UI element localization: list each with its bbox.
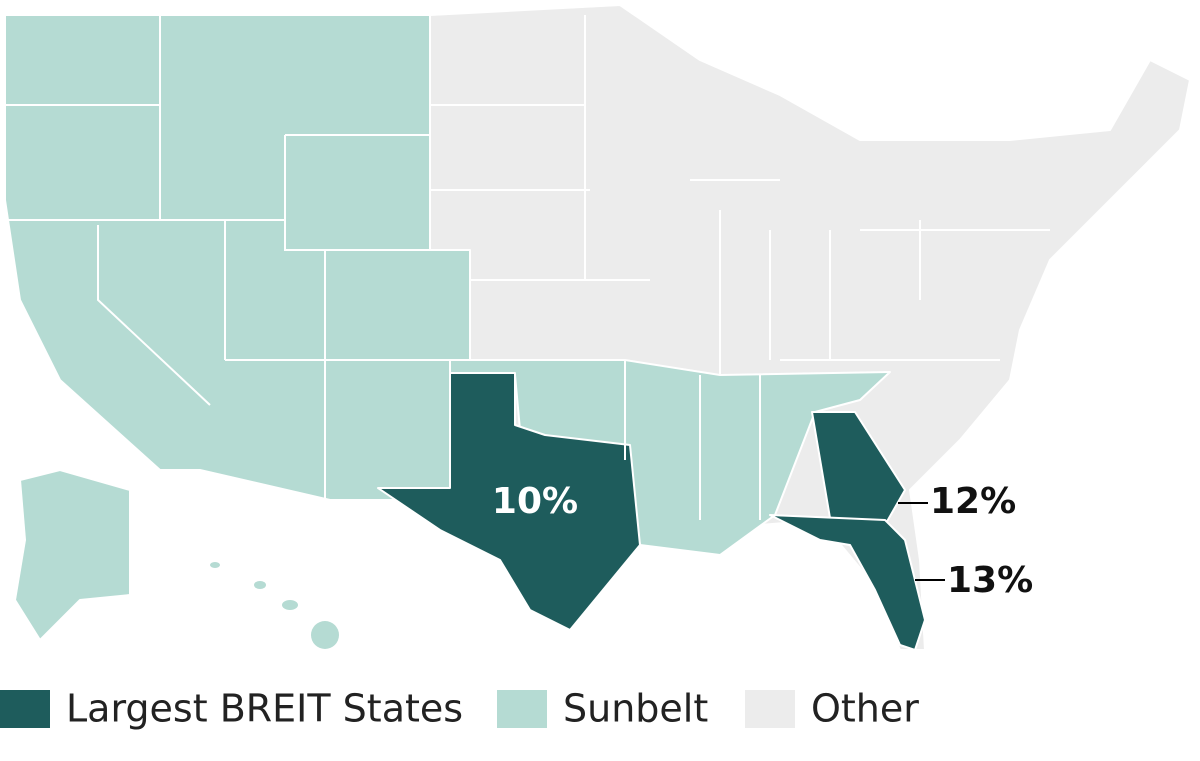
hawaii: [210, 562, 220, 568]
annotation: 13%: [947, 560, 1033, 601]
legend-label: Largest BREIT States: [66, 687, 463, 731]
legend-label: Other: [811, 687, 919, 731]
legend-swatch: [0, 690, 50, 728]
hawaii: [311, 621, 339, 649]
hawaii: [254, 581, 266, 589]
states: [4, 4, 1191, 651]
sunbelt-west: [4, 14, 471, 501]
alaska: [14, 469, 131, 641]
legend: Largest BREIT States Sunbelt Other: [0, 687, 919, 731]
annotation: 12%: [930, 481, 1016, 522]
legend-swatch: [745, 690, 795, 728]
annotation: 10%: [492, 481, 578, 522]
georgia: [811, 411, 906, 526]
state-borders: [5, 15, 1050, 520]
hawaii: [282, 600, 298, 610]
florida: [769, 514, 926, 651]
texas: [377, 372, 641, 631]
legend-swatch: [497, 690, 547, 728]
legend-label: Sunbelt: [563, 687, 708, 731]
